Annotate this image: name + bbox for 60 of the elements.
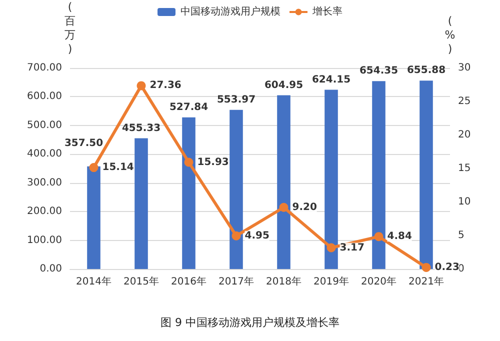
y2-tick-label: 20 [458,130,471,140]
data-label: 27.36 [150,80,182,92]
point [279,202,288,212]
x-tick-label: 2016年 [171,276,206,288]
data-label: 654.35 [359,66,398,77]
y-tick-label: 500.00 [27,120,62,131]
data-label: 15.14 [102,162,134,174]
data-label: 604.95 [264,80,304,91]
y2-tick-label: 30 [458,62,471,74]
point [232,231,241,240]
y2-tick-label: 10 [458,196,471,208]
bar [324,90,338,269]
x-tick-label: 2017年 [218,276,254,288]
legend-label: 中国移动游戏用户规模 [180,6,280,18]
y-tick-label: 0.00 [40,264,62,274]
bar [87,166,100,269]
data-label: 4.84 [387,231,412,242]
point [184,158,194,167]
data-label: 0.23 [434,262,460,273]
y-axis-title: (百万) [64,0,76,56]
data-label: 9.20 [292,202,317,213]
data-label: 655.88 [406,65,446,76]
y-tick-label: 200.00 [27,206,62,218]
data-label: 3.17 [340,242,364,254]
data-label: 527.84 [169,102,208,113]
y-tick-label: 600.00 [27,91,62,102]
y-tick-label: 700.00 [27,62,62,74]
point [326,243,336,252]
x-tick-label: 2020年 [361,276,396,288]
x-tick-label: 2014年 [76,276,112,288]
data-label: 455.33 [122,122,161,134]
y-tick-label: 300.00 [27,177,62,188]
data-label: 357.50 [64,138,104,149]
x-tick-label: 2021年 [408,276,444,288]
x-tick-label: 2018年 [266,276,302,288]
data-label: 15.93 [197,156,229,168]
y2-axis-title: (%) [444,14,456,56]
x-tick-label: 2015年 [124,276,159,288]
bar [134,138,148,269]
bar [277,95,290,269]
y2-tick-label: 15 [458,163,471,174]
point [89,163,98,172]
bar [420,80,433,269]
y-tick-label: 100.00 [27,234,62,246]
data-label: 553.97 [216,94,256,106]
text: 图 9 中国移动游戏用户规模及增长率 [160,316,340,329]
y2-tick-label: 25 [458,96,471,107]
point [136,81,146,90]
point [374,232,384,242]
bar [182,117,196,269]
x-tick-label: 2019年 [314,276,349,288]
data-label: 624.15 [312,74,351,86]
legend-label: 增长率 [312,6,342,18]
bar [372,81,386,269]
y2-tick-label: 0 [458,264,464,274]
y2-tick-label: 5 [458,230,464,241]
y-tick-label: 400.00 [27,148,62,160]
point [422,262,431,272]
data-label: 4.95 [244,230,270,242]
bar [230,110,243,269]
